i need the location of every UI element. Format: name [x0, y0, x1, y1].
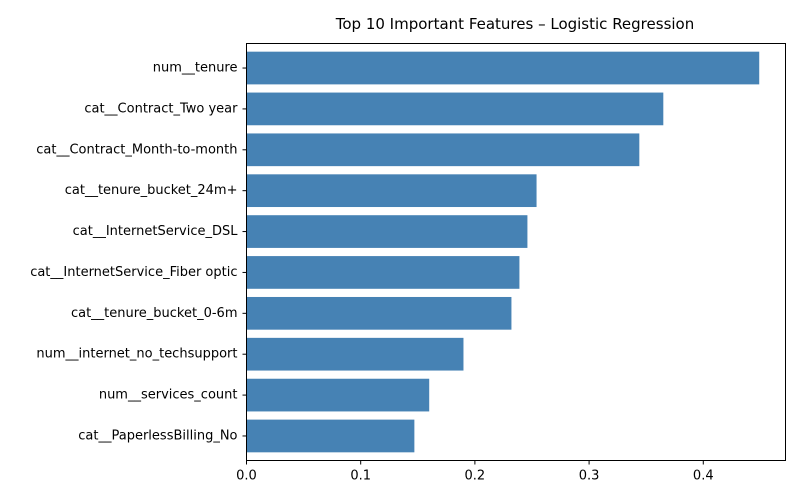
- bar: [246, 296, 512, 330]
- chart-title: Top 10 Important Features – Logistic Reg…: [335, 15, 694, 33]
- y-tick-label: num__tenure: [153, 61, 238, 76]
- y-tick-label: cat__tenure_bucket_24m+: [65, 183, 238, 198]
- bar: [246, 337, 464, 371]
- y-tick-label: cat__Contract_Month-to-month: [36, 142, 237, 157]
- x-tick-label: 0.4: [693, 469, 714, 484]
- y-axis-ticks: num__tenure cat__Contract_Two year cat__Co…: [30, 61, 247, 443]
- x-tick-label: 0.3: [579, 469, 600, 484]
- y-tick-label: cat__PaperlessBilling_No: [78, 428, 237, 443]
- bar: [246, 215, 528, 248]
- plot-frame: [246, 43, 786, 461]
- y-tick-label: num__internet_no_techsupport: [36, 347, 237, 362]
- bar: [246, 256, 520, 289]
- bars-layer: [246, 51, 760, 453]
- bar: [246, 378, 430, 412]
- bar: [246, 419, 415, 453]
- x-tick-label: 0.0: [236, 469, 257, 484]
- x-tick-label: 0.2: [465, 469, 486, 484]
- bar: [246, 92, 664, 126]
- y-tick-label: cat__tenure_bucket_0-6m: [71, 306, 238, 321]
- bar: [246, 174, 537, 208]
- bar: [246, 51, 760, 85]
- y-tick-label: cat__Contract_Two year: [84, 101, 238, 116]
- y-tick-label: num__services_count: [99, 388, 238, 403]
- y-tick-label: cat__InternetService_Fiber optic: [30, 265, 237, 280]
- bar: [246, 133, 640, 167]
- y-tick-label: cat__InternetService_DSL: [73, 224, 239, 239]
- x-axis-ticks: 0.0 0.1 0.2 0.3 0.4: [236, 460, 714, 484]
- x-tick-label: 0.1: [350, 469, 371, 484]
